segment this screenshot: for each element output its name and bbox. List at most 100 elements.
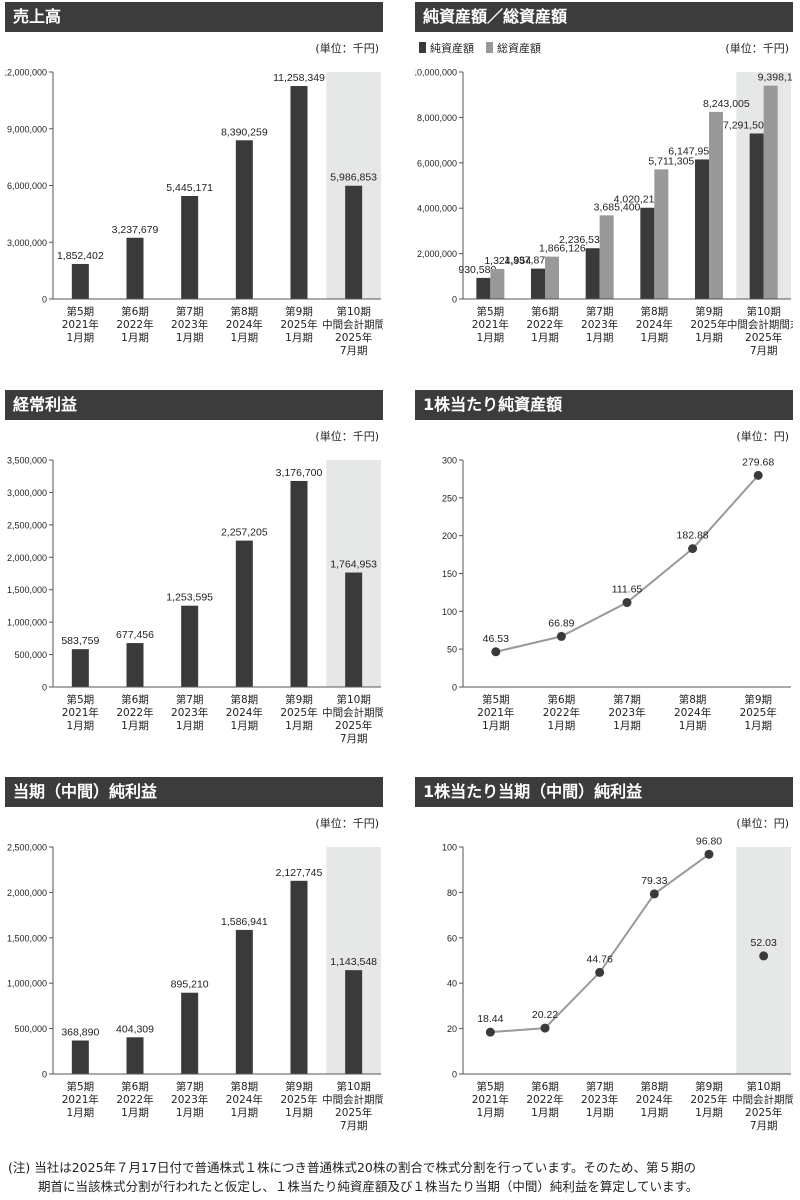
bar-value-label: 930,580 bbox=[458, 264, 496, 276]
x-category-label: 1月期 bbox=[476, 1107, 504, 1119]
bar-value-label: 1,586,941 bbox=[221, 916, 268, 928]
bar bbox=[290, 480, 308, 687]
x-category-label: 1月期 bbox=[176, 720, 204, 732]
x-category-label: 第7期 bbox=[176, 305, 204, 318]
x-category-label: 1月期 bbox=[66, 720, 94, 732]
y-tick-label: 10,000,000 bbox=[415, 68, 457, 78]
bar bbox=[71, 263, 89, 299]
x-category-label: 2025年 bbox=[740, 706, 777, 719]
x-category-label: 1月期 bbox=[640, 332, 668, 344]
x-category-label: 2021年 bbox=[62, 1093, 99, 1106]
eps-chart: (単位：円)020406080100第5期2021年1月期第6期2022年1月期… bbox=[442, 816, 793, 1132]
x-category-label: 1月期 bbox=[640, 1107, 668, 1119]
y-tick-label: 3,000,000 bbox=[7, 238, 47, 248]
y-tick-label: 100 bbox=[442, 607, 457, 617]
x-category-label: 1月期 bbox=[66, 332, 94, 344]
bar bbox=[235, 929, 253, 1074]
bar bbox=[181, 605, 199, 687]
bar bbox=[695, 159, 709, 299]
x-category-label: 第8期 bbox=[640, 1080, 668, 1093]
bar-value-label: 9,398,152 bbox=[758, 72, 793, 84]
x-category-label: 第9期 bbox=[285, 1080, 313, 1093]
x-category-label: 1月期 bbox=[548, 720, 576, 732]
x-category-label: 2025年 bbox=[690, 318, 727, 331]
y-tick-label: 0 bbox=[42, 683, 47, 693]
bar bbox=[640, 207, 655, 299]
x-category-label: 2021年 bbox=[62, 318, 99, 331]
bar bbox=[290, 86, 308, 299]
x-category-label: 1月期 bbox=[695, 1107, 723, 1119]
bps-chart-panel: 1株当たり純資産額 (単位：円) 0 50 100 150 200 250 300 第5期 202… bbox=[415, 390, 793, 768]
y-tick-label: 6,000,000 bbox=[7, 181, 47, 191]
x-category-label: 1月期 bbox=[482, 720, 510, 732]
x-category-label: 2022年 bbox=[116, 318, 153, 331]
x-category-label: 1月期 bbox=[230, 720, 258, 732]
y-tick-label: 0 bbox=[452, 1070, 457, 1080]
y-tick-label: 2,000,000 bbox=[7, 888, 47, 898]
y-tick-label: 2,500,000 bbox=[7, 520, 47, 530]
x-category-label: 第9期 bbox=[285, 305, 313, 318]
x-category-label: 7月期 bbox=[340, 1120, 368, 1132]
bar-value-label: 2,236,531 bbox=[559, 234, 606, 246]
data-point bbox=[540, 1023, 550, 1033]
x-category-label: 2024年 bbox=[636, 1093, 673, 1106]
y-tick-label: 2,000,000 bbox=[7, 553, 47, 563]
data-point-label: 46.53 bbox=[483, 633, 509, 645]
y-tick-label: 80 bbox=[447, 888, 457, 898]
x-category-label: 2024年 bbox=[226, 706, 263, 719]
x-category-label: 2025年 bbox=[335, 719, 372, 732]
data-point bbox=[491, 647, 501, 657]
x-category-label: 1月期 bbox=[531, 332, 559, 344]
eps-chart-panel: 1株当たり当期（中間）純利益 (単位：円) 0 20 40 60 80 100 第5期 2021… bbox=[415, 777, 793, 1155]
x-category-label: 第6期 bbox=[121, 305, 149, 318]
bar bbox=[71, 1040, 89, 1074]
x-category-label: 2024年 bbox=[226, 318, 263, 331]
data-point-label: 52.03 bbox=[751, 937, 777, 949]
bar bbox=[490, 268, 505, 299]
x-category-label: 1月期 bbox=[285, 332, 313, 344]
y-tick-label: 500,000 bbox=[14, 1024, 47, 1034]
data-point bbox=[753, 470, 763, 480]
bar-value-label: 895,210 bbox=[171, 979, 209, 991]
x-category-label: 2022年 bbox=[543, 706, 580, 719]
bar bbox=[654, 169, 669, 299]
x-category-label: 第7期 bbox=[586, 305, 614, 318]
bar-value-label: 8,243,005 bbox=[703, 98, 750, 110]
y-tick-label: 0 bbox=[42, 295, 47, 305]
x-category-label: 第8期 bbox=[230, 305, 258, 318]
bar bbox=[345, 572, 363, 687]
net-income-chart: (単位：千円) 0 500,000 1,000,000 1,500,000 2,000,0… bbox=[7, 816, 383, 1132]
y-tick-label: 4,000,000 bbox=[417, 204, 457, 214]
y-tick-label: 40 bbox=[447, 979, 457, 989]
x-category-label: 中間会計期間 bbox=[322, 706, 383, 719]
x-category-label: 第10期 bbox=[746, 305, 780, 318]
legend-label: 純資産額 bbox=[430, 42, 474, 55]
assets-chart: (単位：千円) 純資産額 総資産額 0 2,000,000 4,000,000 6,000,… bbox=[415, 41, 793, 357]
x-category-label: 2025年 bbox=[280, 706, 317, 719]
x-category-label: 第6期 bbox=[531, 305, 559, 318]
bar bbox=[235, 140, 253, 299]
bar bbox=[749, 133, 764, 299]
x-category-label: 1月期 bbox=[586, 332, 614, 344]
x-category-label: 2025年 bbox=[280, 1093, 317, 1106]
bar-value-label: 583,759 bbox=[61, 635, 99, 647]
y-tick-label: 2,000,000 bbox=[417, 249, 457, 259]
x-category-label: 第5期 bbox=[66, 305, 94, 318]
x-category-label: 7月期 bbox=[340, 733, 368, 745]
chart-title: 純資産額／総資産額 bbox=[415, 2, 793, 32]
bar bbox=[126, 237, 144, 299]
bar-value-label: 5,986,853 bbox=[330, 172, 377, 184]
bar-value-label: 1,253,595 bbox=[166, 592, 213, 604]
data-point bbox=[704, 849, 714, 859]
legend-swatch bbox=[486, 42, 493, 53]
x-category-label: 第10期 bbox=[336, 693, 370, 706]
y-tick-label: 2,500,000 bbox=[7, 843, 47, 853]
x-category-label: 第5期 bbox=[476, 1080, 504, 1093]
x-category-label: 1月期 bbox=[230, 1107, 258, 1119]
bar-value-label: 1,852,402 bbox=[57, 250, 104, 262]
x-category-label: 第9期 bbox=[744, 693, 772, 706]
data-point bbox=[759, 951, 769, 961]
x-category-label: 1月期 bbox=[531, 1107, 559, 1119]
x-category-label: 1月期 bbox=[121, 1107, 149, 1119]
x-category-label: 第5期 bbox=[482, 693, 510, 706]
